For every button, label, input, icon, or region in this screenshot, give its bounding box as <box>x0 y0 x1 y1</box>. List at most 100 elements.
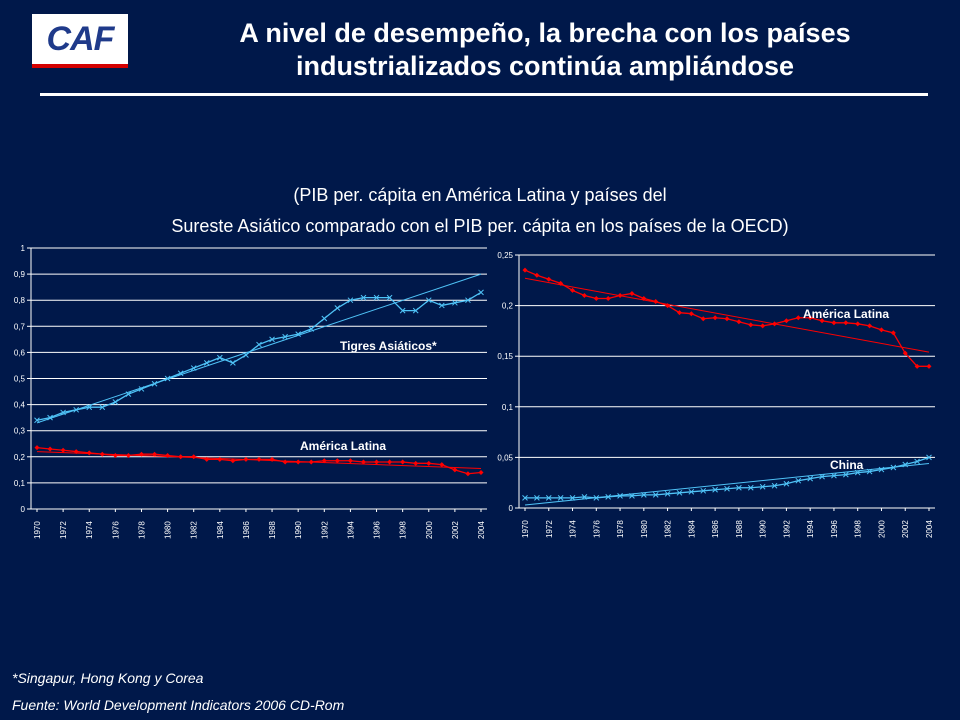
y-tick-label: 0,8 <box>14 296 26 305</box>
data-point <box>569 495 576 501</box>
x-tick-label: 2002 <box>451 521 460 539</box>
data-point <box>736 484 742 491</box>
data-point <box>652 491 659 498</box>
data-point <box>73 449 79 455</box>
data-point <box>581 292 587 298</box>
data-point <box>425 297 432 304</box>
data-point <box>581 494 588 500</box>
data-point <box>831 472 837 479</box>
x-tick-label: 1994 <box>806 520 815 538</box>
data-point <box>629 493 635 499</box>
data-point <box>664 490 671 497</box>
data-point <box>465 471 471 477</box>
data-point <box>256 341 262 348</box>
trend-line <box>36 273 482 424</box>
data-point <box>243 456 249 462</box>
data-point <box>334 458 340 464</box>
data-point <box>334 305 341 311</box>
data-point <box>783 318 789 324</box>
x-tick-label: 1976 <box>592 520 601 538</box>
data-point <box>854 469 861 476</box>
x-tick-label: 2000 <box>425 521 434 539</box>
data-point <box>86 404 93 411</box>
x-tick-label: 1992 <box>320 521 329 539</box>
data-point <box>177 370 184 377</box>
data-point <box>438 302 445 309</box>
data-point <box>360 294 367 301</box>
source-note: Fuente: World Development Indicators 200… <box>12 697 345 713</box>
x-tick-label: 1994 <box>346 521 355 539</box>
data-point <box>165 452 171 458</box>
data-point <box>99 451 105 457</box>
chart-subtitle-line-1: (PIB per. cápita en América Latina y paí… <box>293 185 667 205</box>
data-point <box>831 320 837 326</box>
data-point <box>724 485 730 492</box>
x-tick-label: 1990 <box>294 521 303 539</box>
data-point <box>712 315 718 321</box>
data-point <box>688 311 694 317</box>
data-point <box>534 495 540 501</box>
data-point <box>478 289 484 296</box>
series-label: América Latina <box>300 439 386 453</box>
series-label: China <box>830 458 864 472</box>
x-tick-label: 1970 <box>33 521 42 539</box>
data-point <box>138 451 144 457</box>
data-point <box>164 375 171 382</box>
data-point <box>321 458 327 464</box>
data-point <box>269 336 275 343</box>
data-point <box>399 307 406 314</box>
data-point <box>747 484 754 491</box>
series-tigres-asi-ticos: Tigres Asiáticos* <box>34 273 484 424</box>
page-title: A nivel de desempeño, la brecha con los … <box>150 17 940 83</box>
y-tick-label: 0,3 <box>14 427 26 436</box>
data-point <box>522 495 528 501</box>
data-point <box>230 359 236 366</box>
data-point <box>269 456 275 462</box>
y-tick-label: 0,2 <box>502 302 514 311</box>
data-point <box>321 315 328 322</box>
data-point <box>736 319 742 325</box>
series-am-rica-latina: América Latina <box>522 267 932 369</box>
series-line <box>525 456 930 499</box>
data-point <box>557 495 564 501</box>
data-point <box>902 350 908 356</box>
x-tick-label: 1998 <box>854 520 863 538</box>
data-point <box>178 454 184 460</box>
data-point <box>386 294 393 301</box>
x-tick-label: 1978 <box>137 521 146 539</box>
x-tick-label: 1984 <box>687 520 696 538</box>
data-point <box>204 456 210 462</box>
data-point <box>688 488 695 495</box>
data-point <box>807 315 813 321</box>
data-point <box>86 450 92 456</box>
data-point <box>653 299 659 305</box>
y-tick-label: 0 <box>21 505 26 514</box>
y-tick-label: 0,4 <box>14 401 26 410</box>
x-tick-label: 1970 <box>521 520 530 538</box>
series-am-rica-latina: América Latina <box>34 439 484 477</box>
data-point <box>760 323 766 329</box>
data-point <box>347 458 353 464</box>
data-point <box>99 404 106 411</box>
x-tick-label: 2000 <box>877 520 886 538</box>
data-point <box>373 294 380 301</box>
x-tick-label: 1980 <box>164 521 173 539</box>
y-tick-label: 0,9 <box>14 270 26 279</box>
data-point <box>855 321 861 327</box>
data-point <box>878 466 885 473</box>
title-line-2: industrializados continúa ampliándose <box>295 51 795 81</box>
data-point <box>347 297 354 304</box>
x-tick-label: 2004 <box>477 521 486 539</box>
data-point <box>593 495 600 501</box>
data-point <box>783 480 790 487</box>
data-point <box>522 267 528 273</box>
x-tick-label: 1972 <box>545 520 554 538</box>
y-tick-label: 0,25 <box>497 251 513 260</box>
data-point <box>890 464 897 471</box>
x-tick-label: 2002 <box>901 520 910 538</box>
data-point <box>926 454 932 461</box>
data-point <box>866 468 873 475</box>
data-point <box>771 482 778 489</box>
data-point <box>60 409 66 416</box>
series-label: América Latina <box>803 307 889 321</box>
